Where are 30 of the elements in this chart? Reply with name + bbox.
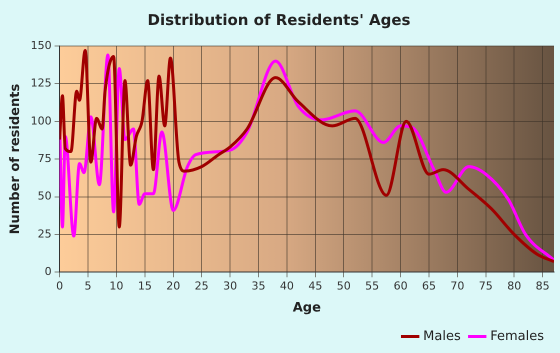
- x-tick-label: 0: [56, 280, 64, 293]
- x-tick-label: 5: [84, 280, 92, 293]
- y-tick-label: 125: [30, 76, 52, 90]
- x-tick-label: 40: [280, 280, 294, 293]
- x-tick-label: 15: [138, 280, 152, 293]
- x-tick-label: 65: [422, 280, 436, 293]
- x-tick-label: 50: [336, 280, 351, 293]
- y-axis-title: Number of residents: [8, 84, 24, 234]
- x-axis-title: Age: [292, 300, 322, 316]
- y-tick-label: 100: [30, 114, 52, 128]
- y-tick-label: 150: [30, 38, 52, 52]
- x-tick-label: 10: [109, 280, 124, 293]
- x-tick-label: 20: [166, 280, 180, 293]
- legend-label: Females: [490, 328, 544, 344]
- y-tick-label: 0: [44, 265, 52, 278]
- y-tick-label: 50: [38, 190, 52, 203]
- x-tick-label: 35: [251, 280, 266, 293]
- legend-label: Males: [423, 328, 461, 344]
- x-tick-label: 30: [223, 280, 238, 293]
- chart-title: Distribution of Residents' Ages: [148, 10, 411, 29]
- x-tick-label: 75: [478, 280, 493, 293]
- x-tick-label: 25: [194, 280, 209, 293]
- x-tick-label: 55: [365, 280, 380, 293]
- y-tick-label: 75: [38, 152, 52, 165]
- y-tick-label: 25: [38, 227, 52, 240]
- x-tick-label: 45: [308, 280, 322, 293]
- x-tick-label: 85: [536, 280, 550, 293]
- x-tick-label: 80: [507, 280, 522, 293]
- x-tick-label: 60: [394, 280, 408, 293]
- x-tick-label: 70: [450, 280, 464, 293]
